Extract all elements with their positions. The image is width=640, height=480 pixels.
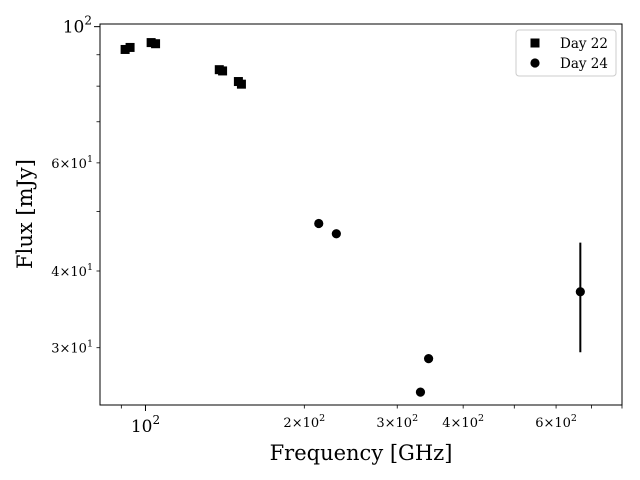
data-point-circle xyxy=(415,387,426,397)
data-point-square xyxy=(151,39,161,49)
data-point-square xyxy=(218,66,228,76)
series-day-22 xyxy=(120,38,246,89)
data-point-square xyxy=(125,42,135,52)
data-point-circle xyxy=(423,353,434,364)
data-point-square xyxy=(236,79,246,89)
legend-marker-circle xyxy=(530,58,540,68)
legend-marker-square xyxy=(530,38,540,48)
x-minor-tick-label: 3×102 xyxy=(376,413,418,431)
y-major-tick-label: 102 xyxy=(63,14,92,38)
x-minor-tick-label: 2×102 xyxy=(283,413,325,431)
x-major-tick-label: 102 xyxy=(131,413,160,437)
data-point-square xyxy=(120,44,130,54)
y-axis-label: Flux [mJy] xyxy=(13,159,37,269)
x-minor-tick-label: 6×102 xyxy=(535,413,577,431)
series-day-24 xyxy=(314,218,585,397)
y-minor-tick-label: 3×101 xyxy=(51,339,93,357)
ticks-layer: 102 2×102 3×102 4×102 6×102 102 3×101 4×101 6×10… xyxy=(51,14,623,437)
legend: Day 22 Day 24 xyxy=(515,29,617,77)
data-point-circle xyxy=(575,287,585,297)
legend-box xyxy=(515,29,617,77)
y-minor-tick-label: 6×101 xyxy=(51,154,93,172)
y-minor-tick-label: 4×101 xyxy=(51,262,93,280)
x-axis-label: Frequency [GHz] xyxy=(270,441,453,465)
marks-layer xyxy=(120,38,585,397)
plot-frame xyxy=(99,23,623,406)
legend-label: Day 24 xyxy=(560,56,608,72)
data-point-circle xyxy=(331,229,341,239)
legend-entries: Day 22 Day 24 xyxy=(530,36,608,72)
data-point-circle xyxy=(314,218,324,229)
legend-label: Day 22 xyxy=(560,36,608,52)
x-minor-tick-label: 4×102 xyxy=(442,413,484,431)
